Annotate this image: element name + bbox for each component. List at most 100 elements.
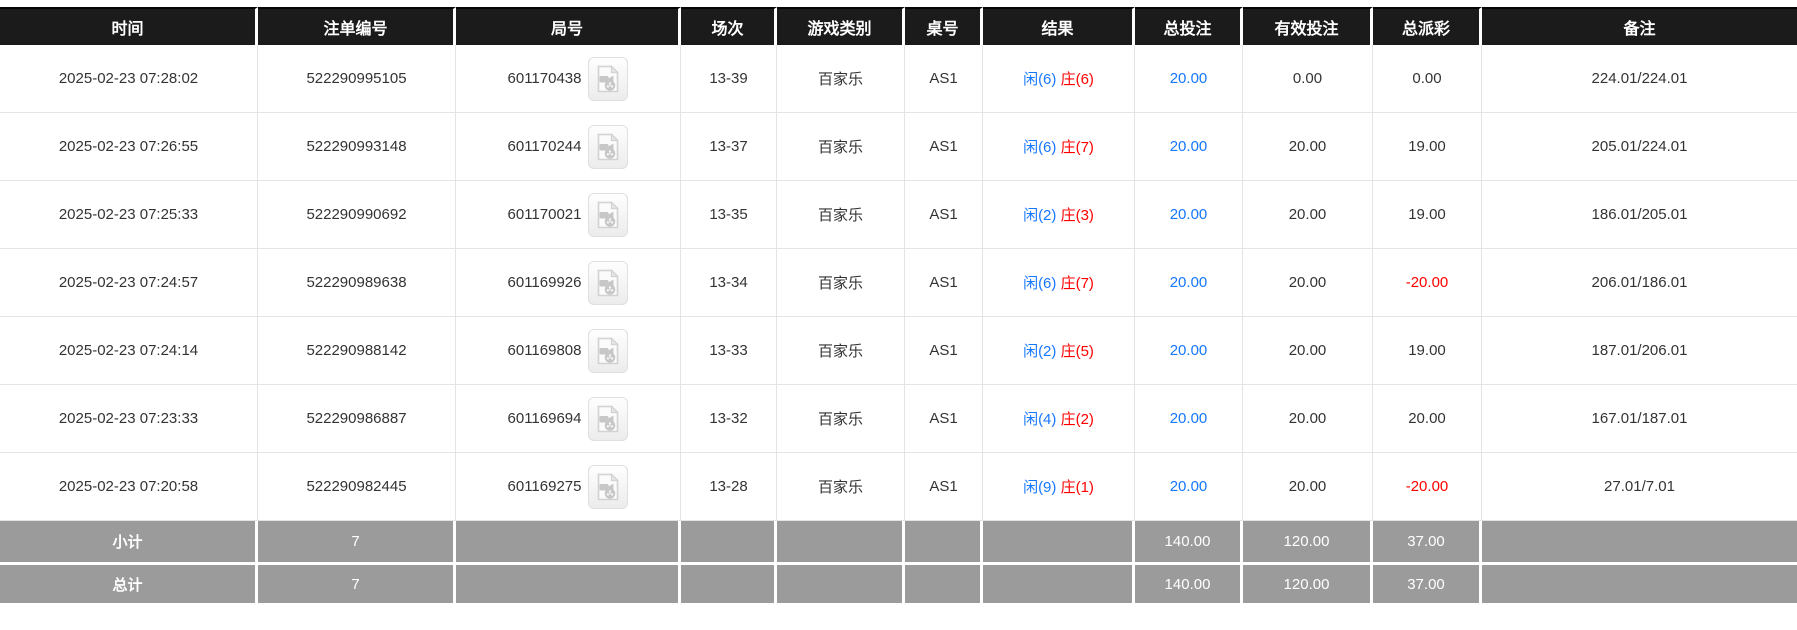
- video-replay-button[interactable]: [588, 260, 629, 305]
- result-banker: 庄(6): [1060, 71, 1094, 88]
- cell-time: 2025-02-23 07:23:33: [0, 385, 258, 453]
- cell-bet_id: 522290990692: [258, 181, 456, 249]
- cell-value-remark: 205.01/224.01: [1591, 138, 1688, 155]
- video-replay-button[interactable]: [588, 124, 629, 169]
- cell-total_bet: 20.00: [1135, 113, 1243, 181]
- cell-bet_id: 522290995105: [258, 45, 456, 113]
- cell-game_type: 百家乐: [777, 453, 905, 521]
- cell-total_payout: 0.00: [1373, 45, 1482, 113]
- video-replay-button[interactable]: [588, 192, 629, 237]
- cell-value-total_bet: 20.00: [1169, 138, 1208, 155]
- video-replay-icon: [598, 472, 620, 500]
- table-row: 2025-02-23 07:24:14 522290988142 601169808…: [0, 317, 1797, 385]
- cell-value-valid_bet: 20.00: [1288, 138, 1327, 155]
- subtotal-row-cell-time: 小计: [0, 521, 258, 562]
- cell-value-total_bet: 20.00: [1169, 274, 1208, 291]
- cell-session: 13-35: [681, 181, 777, 249]
- cell-game_type: 百家乐: [777, 45, 905, 113]
- cell-round: 601169808: [456, 317, 681, 385]
- cell-bet_id: 522290986887: [258, 385, 456, 453]
- cell-value-total_bet: 20.00: [1169, 206, 1208, 223]
- cell-value-game_type: 百家乐: [817, 343, 863, 360]
- cell-value-time: 2025-02-23 07:24:57: [58, 274, 199, 291]
- cell-total_bet: 20.00: [1135, 317, 1243, 385]
- cell-total_payout: -20.00: [1373, 249, 1482, 317]
- round-cell: 601169808: [508, 328, 629, 373]
- cell-value-time: 2025-02-23 07:26:55: [58, 138, 199, 155]
- total-row-count: 7: [351, 575, 360, 593]
- cell-value-valid_bet: 20.00: [1288, 206, 1327, 223]
- round-cell: 601170438: [508, 56, 629, 101]
- cell-result: 闲(2) 庄(3): [983, 181, 1135, 249]
- cell-value-game_type: 百家乐: [817, 139, 863, 156]
- cell-value-total_bet: 20.00: [1169, 410, 1208, 427]
- cell-remark: 205.01/224.01: [1482, 113, 1797, 181]
- cell-time: 2025-02-23 07:24:14: [0, 317, 258, 385]
- cell-table_no: AS1: [905, 249, 983, 317]
- video-replay-icon: [598, 132, 620, 160]
- cell-total_bet: 20.00: [1135, 45, 1243, 113]
- round-number: 601170021: [507, 206, 582, 223]
- cell-total_payout: 19.00: [1373, 113, 1482, 181]
- cell-value-valid_bet: 20.00: [1288, 274, 1327, 291]
- cell-remark: 167.01/187.01: [1482, 385, 1797, 453]
- total-row-cell-total_bet: 140.00: [1135, 562, 1243, 603]
- cell-valid_bet: 20.00: [1243, 249, 1373, 317]
- table-footer: 小计 7 140.00 120.00 37.00 总计 7 140.00 120.00 37.00: [0, 521, 1797, 603]
- cell-value-table_no: AS1: [929, 342, 958, 359]
- subtotal-row-cell-result: [983, 521, 1135, 562]
- cell-bet_id: 522290993148: [258, 113, 456, 181]
- video-replay-button[interactable]: [588, 464, 629, 509]
- cell-total_bet: 20.00: [1135, 385, 1243, 453]
- cell-value-game_type: 百家乐: [817, 411, 863, 428]
- table-row: 2025-02-23 07:26:55 522290993148 601170244…: [0, 113, 1797, 181]
- cell-value-valid_bet: 20.00: [1288, 342, 1327, 359]
- cell-value-time: 2025-02-23 07:24:14: [58, 342, 199, 359]
- video-replay-button[interactable]: [588, 328, 629, 373]
- cell-value-session: 13-37: [709, 138, 748, 155]
- round-number: 601169694: [507, 410, 582, 427]
- cell-value-table_no: AS1: [929, 206, 958, 223]
- cell-session: 13-33: [681, 317, 777, 385]
- cell-value-remark: 186.01/205.01: [1591, 206, 1688, 223]
- cell-value-table_no: AS1: [929, 478, 958, 495]
- round-cell: 601169275: [508, 464, 629, 509]
- cell-table_no: AS1: [905, 385, 983, 453]
- cell-remark: 27.01/7.01: [1482, 453, 1797, 521]
- total-row-total_bet: 140.00: [1164, 575, 1211, 593]
- cell-value-remark: 187.01/206.01: [1591, 342, 1688, 359]
- cell-value-valid_bet: 20.00: [1288, 478, 1327, 495]
- cell-value-time: 2025-02-23 07:25:33: [58, 206, 199, 223]
- video-replay-button[interactable]: [588, 396, 629, 441]
- cell-remark: 186.01/205.01: [1482, 181, 1797, 249]
- cell-table_no: AS1: [905, 317, 983, 385]
- cell-time: 2025-02-23 07:28:02: [0, 45, 258, 113]
- total-row-cell-result: [983, 562, 1135, 603]
- table-row: 2025-02-23 07:24:57 522290989638 601169926…: [0, 249, 1797, 317]
- cell-value-total_bet: 20.00: [1169, 70, 1208, 87]
- cell-value-remark: 206.01/186.01: [1591, 274, 1688, 291]
- column-header-time: 时间: [0, 7, 258, 45]
- cell-table_no: AS1: [905, 113, 983, 181]
- cell-value-remark: 167.01/187.01: [1591, 410, 1688, 427]
- subtotal-row-cell-total_bet: 140.00: [1135, 521, 1243, 562]
- cell-valid_bet: 20.00: [1243, 317, 1373, 385]
- result-player: 闲(6): [1023, 139, 1057, 156]
- cell-remark: 187.01/206.01: [1482, 317, 1797, 385]
- subtotal-row: 小计 7 140.00 120.00 37.00: [0, 521, 1797, 562]
- total-row-cell-remark: [1482, 562, 1797, 603]
- column-header-table_no: 桌号: [905, 7, 983, 45]
- table-row: 2025-02-23 07:20:58 522290982445 601169275…: [0, 453, 1797, 521]
- cell-session: 13-37: [681, 113, 777, 181]
- cell-value-total_payout: -20.00: [1405, 274, 1449, 291]
- cell-session: 13-32: [681, 385, 777, 453]
- cell-value-time: 2025-02-23 07:23:33: [58, 410, 199, 427]
- column-header-result: 结果: [983, 7, 1135, 45]
- column-header-total_bet: 总投注: [1135, 7, 1243, 45]
- result-player: 闲(4): [1023, 411, 1057, 428]
- video-replay-button[interactable]: [588, 56, 629, 101]
- result-banker: 庄(7): [1060, 275, 1094, 292]
- table-row: 2025-02-23 07:28:02 522290995105 601170438…: [0, 45, 1797, 113]
- subtotal-row-cell-game_type: [777, 521, 905, 562]
- subtotal-row-label: 小计: [112, 534, 143, 551]
